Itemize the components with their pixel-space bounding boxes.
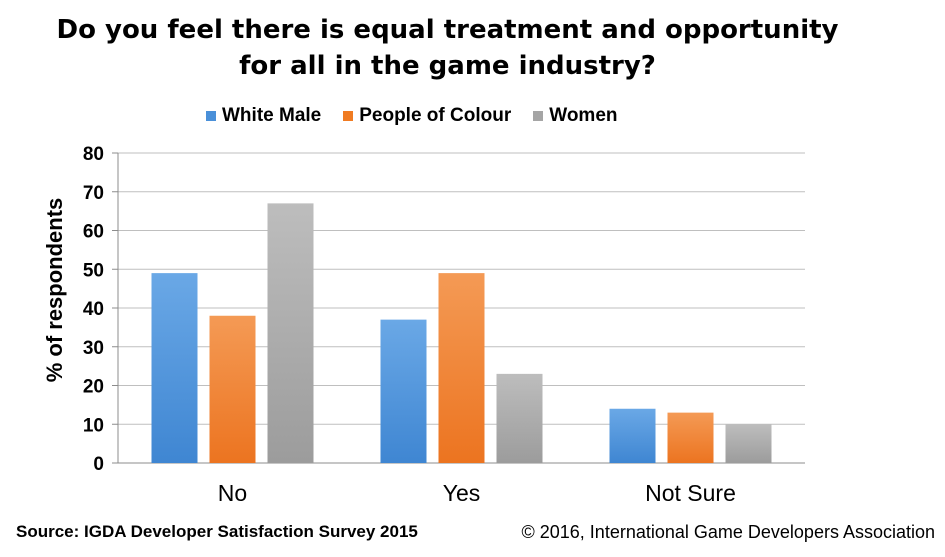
chart-title: Do you feel there is equal treatment and… xyxy=(0,12,895,84)
y-axis-label: % of respondents xyxy=(42,197,67,383)
legend-label-people-of-colour: People of Colour xyxy=(359,105,512,126)
y-tick-label-40: 40 xyxy=(83,299,104,320)
y-tick-label-50: 50 xyxy=(83,260,104,281)
legend-swatch-people-of-colour xyxy=(343,111,354,121)
legend-item-people-of-colour: People of Colour xyxy=(343,105,511,127)
legend-item-women: Women xyxy=(533,105,618,127)
bar-no-people-of-colour xyxy=(209,315,256,463)
bar-yes-white-male xyxy=(380,319,427,463)
bar-yes-women xyxy=(496,373,543,463)
y-tick-label-20: 20 xyxy=(83,377,104,398)
bar-not-sure-white-male xyxy=(609,408,656,463)
x-tick-labels: No Yes Not Sure xyxy=(218,480,736,506)
legend-swatch-women xyxy=(533,111,544,121)
y-tick-label-80: 80 xyxy=(83,144,104,165)
chart-title-line-2: for all in the game industry? xyxy=(239,51,656,81)
x-tick-label-no: No xyxy=(218,480,247,506)
bar-yes-people-of-colour xyxy=(438,273,485,463)
y-tick-label-10: 10 xyxy=(83,415,104,436)
chart-legend: White Male People of Colour Women xyxy=(206,104,640,128)
bar-not-sure-women xyxy=(725,424,772,463)
x-tick-label-yes: Yes xyxy=(443,480,481,506)
bar-no-women xyxy=(267,203,314,463)
y-tick-label-30: 30 xyxy=(83,338,104,359)
source-note: Source: IGDA Developer Satisfaction Surv… xyxy=(16,522,418,541)
y-tick-labels: 0 10 20 30 40 50 60 70 80 xyxy=(83,144,104,475)
chart-title-line-1: Do you feel there is equal treatment and… xyxy=(56,15,839,45)
legend-label-white-male: White Male xyxy=(222,105,322,126)
y-tick-label-70: 70 xyxy=(83,183,104,204)
legend-label-women: Women xyxy=(549,105,618,126)
x-tick-label-not-sure: Not Sure xyxy=(645,480,736,506)
legend-swatch-white-male xyxy=(206,111,216,121)
y-tick-label-0: 0 xyxy=(93,454,104,475)
bar-not-sure-people-of-colour xyxy=(667,412,714,463)
legend-item-white-male: White Male xyxy=(206,105,321,127)
y-tick-label-60: 60 xyxy=(83,222,104,243)
bars xyxy=(151,203,772,463)
bar-no-white-male xyxy=(151,273,198,463)
copyright-note: © 2016, International Game Developers As… xyxy=(521,522,936,542)
